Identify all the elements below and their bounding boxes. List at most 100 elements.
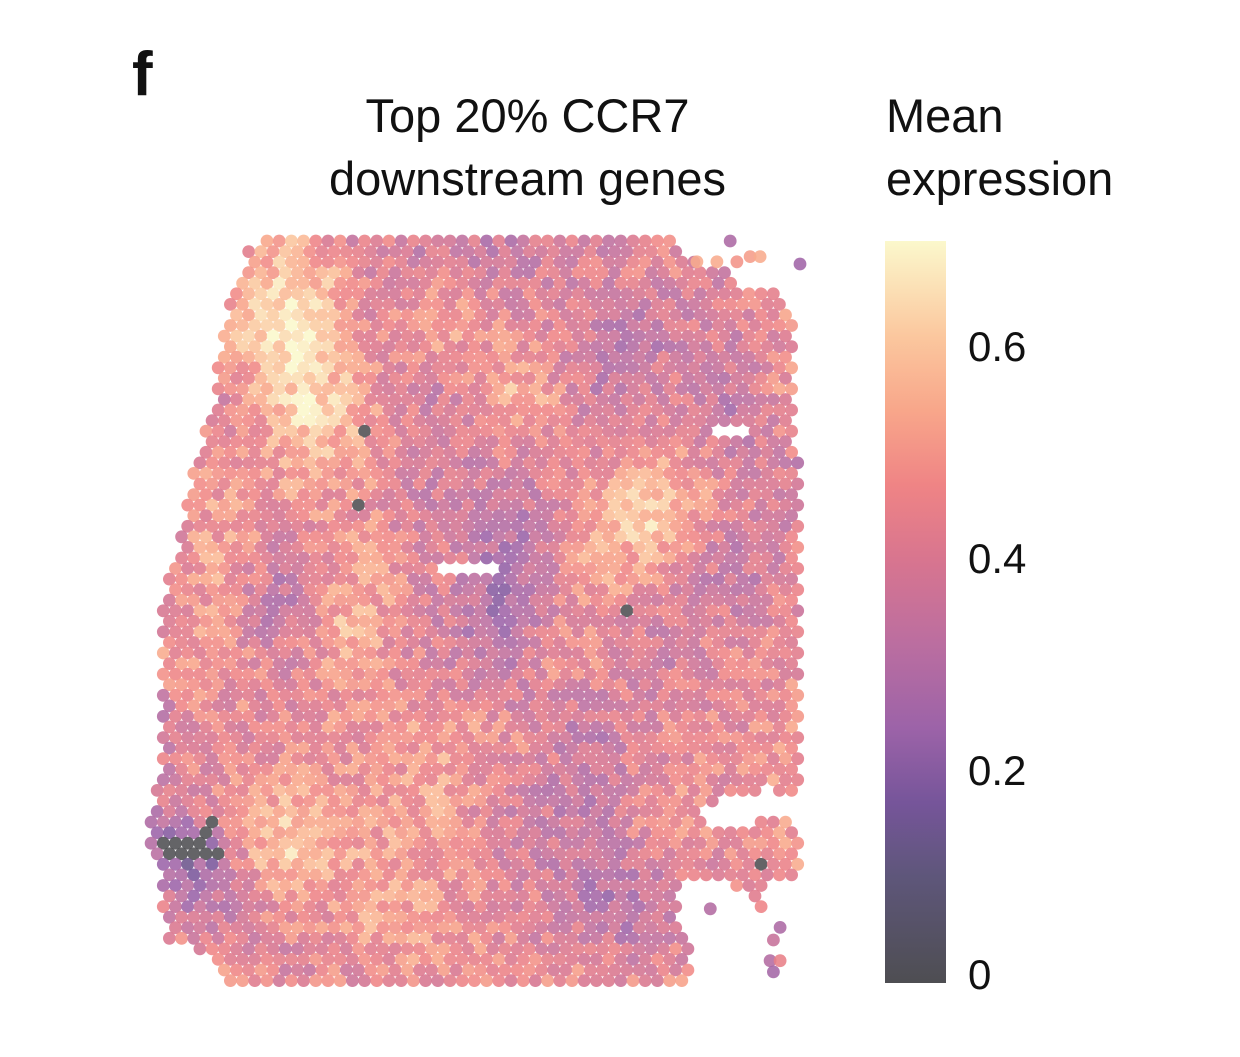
expression-spot: [407, 741, 420, 755]
expression-spot: [346, 403, 359, 417]
expression-spot: [285, 255, 298, 269]
expression-spot: [632, 942, 646, 956]
expression-spot: [437, 836, 451, 850]
expression-spot: [516, 699, 530, 713]
expression-spot: [663, 234, 676, 248]
expression-spot: [449, 435, 463, 449]
expression-spot: [730, 435, 744, 449]
expression-spot: [358, 974, 371, 987]
expression-spot: [388, 414, 402, 427]
expression-spot: [205, 773, 219, 787]
expression-spot: [712, 276, 725, 290]
expression-spot: [461, 519, 475, 533]
expression-spot: [394, 741, 408, 755]
expression-spot: [260, 720, 274, 734]
expression-spot: [632, 667, 646, 681]
expression-spot: [748, 551, 762, 565]
expression-spot: [272, 826, 286, 840]
expression-spot: [175, 699, 189, 713]
expression-spot: [321, 298, 335, 311]
expression-spot: [266, 752, 280, 766]
expression-spot: [687, 699, 701, 713]
expression-spot: [718, 456, 731, 470]
expression-spot: [339, 308, 353, 322]
expression-spot: [541, 298, 554, 311]
expression-spot: [431, 509, 445, 523]
expression-spot: [516, 276, 530, 290]
expression-spot: [455, 234, 469, 248]
expression-spot: [468, 572, 481, 586]
expression-spot: [705, 836, 719, 850]
expression-spot: [419, 847, 432, 861]
expression-spot: [785, 657, 798, 670]
expression-spot: [693, 477, 707, 491]
expression-spot: [193, 646, 207, 660]
expression-spot: [303, 414, 317, 427]
expression-spot: [681, 942, 695, 956]
expression-spot: [187, 720, 201, 734]
expression-spot: [718, 414, 731, 427]
expression-spot: [559, 435, 573, 449]
expression-spot: [590, 234, 603, 248]
expression-spot: [419, 784, 432, 797]
expression-spot: [724, 762, 737, 776]
expression-spot: [291, 900, 304, 913]
expression-spot: [297, 255, 310, 269]
expression-spot: [498, 583, 512, 597]
expression-spot: [724, 741, 737, 755]
expression-spot: [644, 625, 658, 639]
expression-spot: [352, 625, 365, 639]
expression-spot: [535, 646, 548, 660]
expression-spot: [474, 541, 487, 554]
expression-spot: [767, 965, 780, 979]
expression-spot: [419, 319, 432, 332]
expression-spot: [443, 826, 457, 840]
expression-spot: [724, 276, 737, 290]
expression-spot: [175, 931, 189, 945]
expression-spot: [321, 488, 335, 501]
expression-spot: [260, 319, 274, 332]
expression-spot: [504, 340, 518, 354]
expression-spot: [346, 910, 359, 924]
expression-spot: [754, 879, 768, 892]
expression-spot: [199, 910, 213, 924]
expression-spot: [620, 266, 634, 280]
expression-spot: [571, 350, 585, 364]
expression-spot: [230, 329, 243, 343]
expression-spot: [254, 963, 268, 977]
expression-spot: [742, 350, 756, 364]
expression-spot: [230, 604, 243, 618]
expression-spot: [773, 403, 786, 417]
expression-spot: [388, 308, 402, 322]
expression-spot: [565, 889, 579, 903]
expression-spot: [644, 710, 658, 723]
expression-spot: [425, 287, 439, 301]
expression-spot: [779, 604, 792, 618]
expression-spot: [407, 847, 420, 861]
expression-spot: [419, 762, 432, 776]
expression-spot: [754, 435, 768, 449]
expression-spot: [748, 847, 762, 861]
expression-spot: [559, 710, 573, 723]
expression-spot: [736, 720, 750, 734]
expression-spot: [199, 657, 213, 670]
expression-spot: [236, 868, 250, 882]
expression-spot: [346, 445, 359, 459]
expression-spot: [358, 509, 371, 523]
expression-spot: [205, 688, 219, 702]
expression-spot: [236, 826, 250, 840]
expression-spot: [193, 921, 207, 935]
expression-spot: [388, 688, 402, 702]
expression-spot: [748, 340, 762, 354]
expression-spot: [382, 826, 396, 840]
expression-spot: [748, 467, 762, 480]
expression-spot: [443, 234, 457, 248]
expression-spot: [553, 234, 567, 248]
expression-spot: [376, 900, 390, 913]
expression-spot: [742, 731, 756, 744]
expression-spot: [675, 403, 689, 417]
expression-spot: [358, 445, 371, 459]
expression-spot: [510, 794, 524, 808]
expression-spot: [437, 308, 451, 322]
expression-spot: [394, 784, 408, 797]
